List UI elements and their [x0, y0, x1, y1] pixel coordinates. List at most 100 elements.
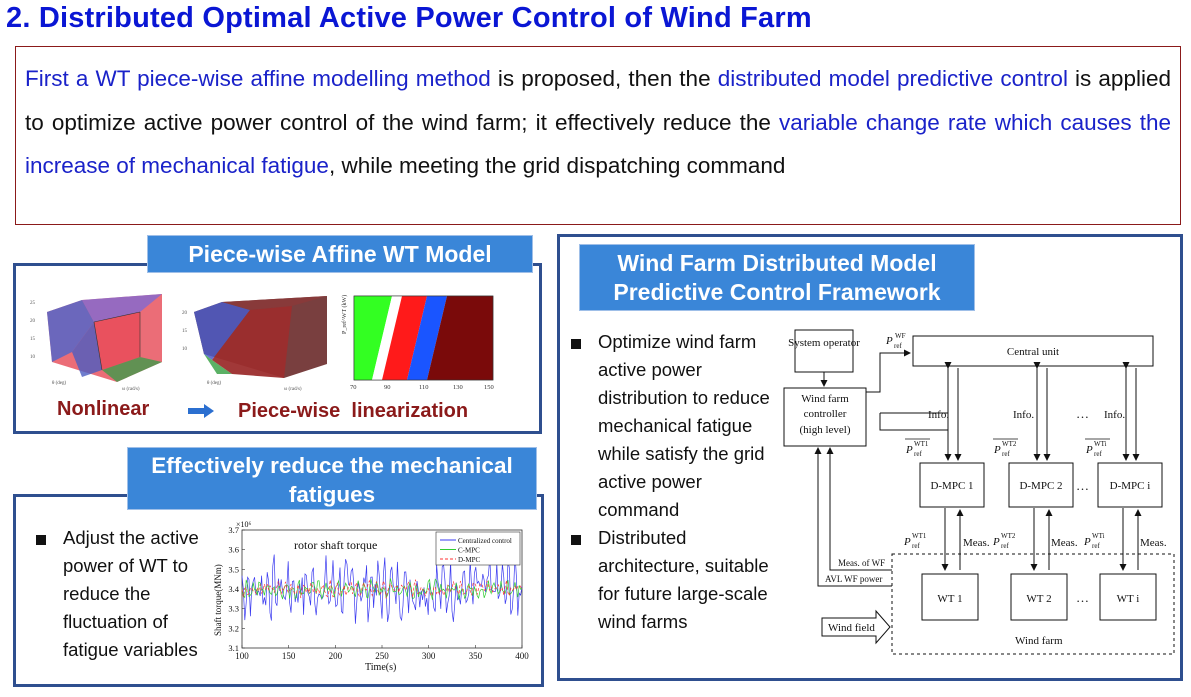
intro-text-2: is proposed, then the	[490, 66, 718, 91]
svg-text:ref: ref	[914, 450, 922, 458]
plot3-xtick: 90	[384, 384, 391, 391]
svg-text:P: P	[905, 444, 913, 456]
wt-ellipsis: …	[1076, 590, 1089, 605]
x-tick-label: 250	[375, 651, 389, 661]
info-ellipsis: …	[1076, 406, 1089, 421]
series-line-centralized-control	[241, 553, 523, 624]
intro-highlight-1: First a WT piece-wise affine modelling m…	[25, 66, 491, 91]
pwa-3d-plot: 20 15 10 θ (deg) ω (rad/s)	[182, 296, 327, 392]
info-label-3: Info.	[1104, 409, 1125, 421]
svg-text:P: P	[1085, 444, 1093, 456]
svg-text:P: P	[993, 444, 1001, 456]
pwa-figures: 25 20 15 10 θ (deg) ω (rad/s) 20 15 10 θ…	[30, 294, 494, 392]
x-tick-label: 400	[515, 651, 529, 661]
svg-text:20: 20	[30, 319, 36, 324]
intro-highlight-3: variable change rate which causes the in…	[25, 109, 1172, 179]
y-tick-label: 3.7	[228, 525, 239, 535]
svg-text:WF: WF	[895, 332, 906, 340]
wind-field-label: Wind field	[828, 622, 875, 634]
y-tick-label: 3.6	[228, 545, 239, 555]
dmpc-bullet-1: Optimize wind farm active power distribu…	[571, 328, 786, 524]
legend-label: C-MPC	[458, 547, 480, 555]
svg-text:ref: ref	[1001, 542, 1009, 550]
x-tick-label: 150	[282, 651, 296, 661]
svg-text:ref: ref	[1094, 450, 1102, 458]
dmpc-i-label: D-MPC i	[1110, 480, 1151, 492]
central-unit-label: Central unit	[1007, 346, 1059, 358]
plot3-xtick: 150	[484, 384, 494, 391]
intro-text-6: , while meeting the grid dispatching com…	[328, 153, 786, 178]
svg-text:WT2: WT2	[1001, 532, 1016, 540]
svg-text:10: 10	[182, 347, 188, 352]
svg-text:ref: ref	[1092, 542, 1100, 550]
pwa-2d-region-plot: P_ref^WT (kW) 70 90 110 130 150	[341, 295, 494, 391]
wt-2-block	[1010, 573, 1068, 621]
pwa-label: Piece-wise linearization	[238, 400, 469, 422]
svg-text:P: P	[992, 536, 1000, 548]
dmpc-2-label: D-MPC 2	[1019, 480, 1062, 492]
wt-i-block	[1099, 573, 1157, 621]
wind-farm-label: Wind farm	[1015, 635, 1063, 647]
x-tick-label: 200	[329, 651, 343, 661]
svg-text:θ (deg): θ (deg)	[207, 381, 222, 386]
info-label-2: Info.	[1013, 409, 1034, 421]
dmpc-bullet-1-text: Optimize wind farm active power distribu…	[598, 331, 770, 520]
fatigue-bullet-text: Adjust the active power of WT to reduce …	[63, 527, 199, 660]
series-line-d-mpc	[241, 579, 523, 599]
fatigue-caption: Effectively reduce the mechanical fatigu…	[127, 447, 537, 510]
fatigue-bullet: Adjust the active power of WT to reduce …	[36, 524, 220, 664]
svg-text:ω (rad/s): ω (rad/s)	[284, 387, 302, 392]
chart-exponent-label: ×10⁶	[236, 520, 252, 529]
torque-chart: 100 150 200 250 300 350 400 3.1 3.2 3.3 3.4 3.5 3.6 3…	[213, 520, 529, 673]
dmpc-block-diagram: System operator Wind farm controller (hi…	[783, 329, 1175, 655]
meas-label-2: Meas.	[1051, 537, 1078, 549]
chart-xlabel: Time(s)	[365, 662, 396, 673]
y-tick-label: 3.4	[228, 584, 239, 594]
meas-label-1: Meas.	[963, 537, 990, 549]
svg-text:20: 20	[182, 311, 188, 316]
svg-text:ref: ref	[894, 342, 902, 350]
plot3-xtick: 110	[419, 384, 429, 391]
svg-text:WTi: WTi	[1094, 440, 1107, 448]
pwa-caption: Piece-wise Affine WT Model	[147, 235, 533, 273]
series-line-c-mpc	[241, 578, 523, 600]
svg-text:10: 10	[30, 355, 36, 360]
p-ref-wf-label: P	[885, 335, 893, 347]
x-tick-label: 350	[469, 651, 483, 661]
svg-text:WT1: WT1	[912, 532, 927, 540]
y-tick-label: 3.3	[228, 604, 239, 614]
svg-text:ref: ref	[1002, 450, 1010, 458]
intro-paragraph: First a WT piece-wise affine modelling m…	[15, 46, 1181, 225]
svg-text:θ (deg): θ (deg)	[52, 381, 67, 386]
svg-text:WT2: WT2	[1002, 440, 1017, 448]
y-tick-label: 3.2	[228, 623, 239, 633]
dmpc-2-block	[1008, 462, 1074, 508]
plot3-xtick: 130	[453, 384, 463, 391]
y-tick-label: 3.1	[228, 643, 239, 653]
arrow-right-icon	[188, 404, 214, 418]
dmpc-ellipsis: …	[1076, 478, 1089, 493]
central-unit-block	[912, 335, 1154, 367]
svg-text:P: P	[903, 536, 911, 548]
dmpc-bullet-2-text: Distributed architecture, suitable for f…	[598, 527, 769, 632]
x-tick-label: 100	[235, 651, 249, 661]
plot3-ylabel: P_ref^WT (kW)	[341, 295, 348, 334]
svg-text:WTi: WTi	[1092, 532, 1105, 540]
legend-label: Centralized control	[458, 537, 512, 545]
wind-farm-controller-block	[783, 387, 867, 447]
chart-title: rotor shaft torque	[294, 538, 377, 552]
intro-text-4: is applied to optimize active power cont…	[25, 66, 1171, 135]
controller-label-2: controller	[804, 408, 847, 420]
plot3-xtick: 70	[350, 384, 357, 391]
dmpc-1-label: D-MPC 1	[930, 480, 973, 492]
system-operator-label: System operator	[788, 337, 860, 349]
intro-highlight-2: distributed model predictive control	[717, 66, 1068, 91]
chart-series	[241, 553, 523, 624]
controller-label-1: Wind farm	[801, 393, 849, 405]
wt-1-block	[921, 573, 979, 621]
y-tick-label: 3.5	[228, 564, 239, 574]
wt-i-label: WT i	[1117, 593, 1140, 605]
page-title: 2. Distributed Optimal Active Power Cont…	[6, 2, 812, 34]
bullet-square-icon	[36, 535, 46, 545]
